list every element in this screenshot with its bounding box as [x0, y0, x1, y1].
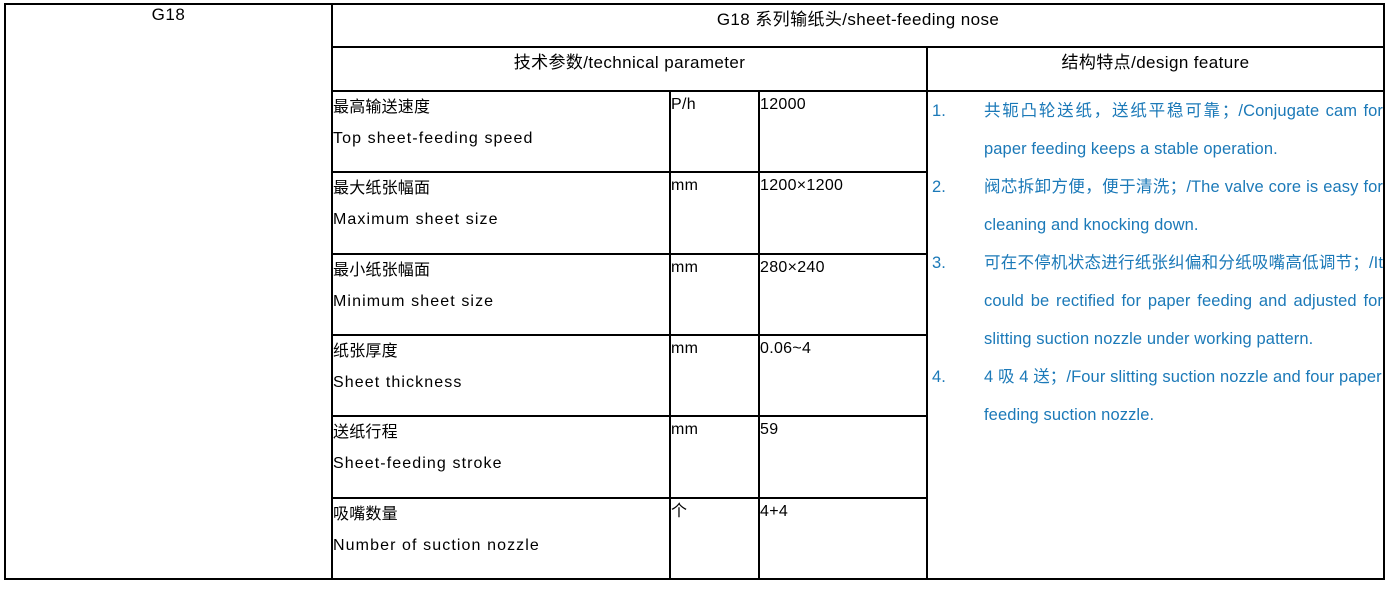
- table-row: 纸张厚度 Sheet thickness mm 0.06~4: [5, 333, 1384, 418]
- table-row: 最大纸张幅面 Maximum sheet size mm 1200×1200: [5, 171, 1384, 255]
- param-unit-cell: 个: [669, 496, 760, 581]
- header-design-feature: 结构特点/design feature: [925, 46, 1386, 92]
- param-name-en: Maximum sheet size: [333, 211, 499, 229]
- param-name-cn: 最大纸张幅面: [333, 180, 431, 198]
- design-feature-item: 阀芯拆卸方便，便于清洗；/The valve core is easy for …: [928, 168, 1383, 244]
- param-name-en: Sheet thickness: [333, 373, 463, 391]
- param-name-cell: 最高输送速度 Top sheet-feeding speed: [331, 89, 671, 174]
- table-row: 最小纸张幅面 Minimum sheet size mm 280×240: [5, 252, 1384, 336]
- param-name-cn: 最高输送速度: [333, 99, 431, 116]
- param-name-cell: 吸嘴数量 Number of suction nozzle: [331, 496, 671, 581]
- table-header-row-sub: 技术参数/technical parameter 结构特点/design fea…: [5, 46, 1386, 92]
- design-feature-text: 4 吸 4 送；/Four slitting suction nozzle an…: [984, 368, 1382, 424]
- param-unit-cell: mm: [669, 333, 760, 418]
- param-value-cell: 59: [758, 415, 928, 499]
- param-name-en: Top sheet-feeding speed: [333, 130, 534, 147]
- design-feature-item: 共轭凸轮送纸，送纸平稳可靠；/Conjugate cam for paper f…: [928, 92, 1383, 168]
- param-unit-cell: mm: [669, 252, 760, 336]
- param-name-cn: 吸嘴数量: [333, 505, 398, 523]
- param-unit-cell: P/h: [669, 89, 760, 174]
- design-feature-item: 可在不停机状态进行纸张纠偏和分纸吸嘴高低调节；/It could be rect…: [928, 244, 1383, 358]
- header-series-title: G18 系列输纸头/sheet-feeding nose: [330, 3, 1386, 48]
- param-value-cell: 0.06~4: [758, 333, 928, 418]
- design-feature-cell: 共轭凸轮送纸，送纸平稳可靠；/Conjugate cam for paper f…: [925, 90, 1386, 580]
- param-name-en: Number of suction nozzle: [333, 536, 540, 554]
- param-name-cell: 最大纸张幅面 Maximum sheet size: [331, 171, 671, 255]
- model-cell: G18: [4, 3, 333, 580]
- param-name-cn: 最小纸张幅面: [333, 261, 431, 279]
- param-unit-cell: mm: [669, 415, 760, 499]
- design-feature-list: 共轭凸轮送纸，送纸平稳可靠；/Conjugate cam for paper f…: [928, 92, 1383, 434]
- param-name-cell: 纸张厚度 Sheet thickness: [331, 333, 671, 418]
- param-name-en: Sheet-feeding stroke: [333, 455, 503, 473]
- table-row: 送纸行程 Sheet-feeding stroke mm 59: [5, 415, 1384, 499]
- design-feature-item: 4 吸 4 送；/Four slitting suction nozzle an…: [928, 358, 1383, 434]
- param-name-cn: 送纸行程: [333, 424, 398, 442]
- specification-table: G18 G18 系列输纸头/sheet-feeding nose 技术参数/te…: [4, 3, 1386, 581]
- param-name-en: Minimum sheet size: [333, 292, 495, 310]
- table-header-row-main: G18 G18 系列输纸头/sheet-feeding nose: [4, 3, 1386, 580]
- table-row: 最高输送速度 Top sheet-feeding speed P/h 12000…: [5, 89, 1386, 580]
- design-feature-text: 阀芯拆卸方便，便于清洗；/The valve core is easy for …: [984, 178, 1384, 234]
- param-name-cell: 最小纸张幅面 Minimum sheet size: [331, 252, 671, 336]
- design-feature-text: 共轭凸轮送纸，送纸平稳可靠；/Conjugate cam for paper f…: [984, 102, 1384, 158]
- param-name-cn: 纸张厚度: [333, 342, 398, 360]
- design-feature-text: 可在不停机状态进行纸张纠偏和分纸吸嘴高低调节；/It could be rect…: [984, 254, 1384, 348]
- param-value-cell: 280×240: [758, 252, 928, 336]
- header-technical-parameter: 技术参数/technical parameter: [331, 46, 928, 92]
- param-value-cell: 1200×1200: [758, 171, 928, 255]
- param-value-cell: 4+4: [758, 496, 928, 581]
- table-row: 吸嘴数量 Number of suction nozzle 个 4+4: [5, 496, 1384, 581]
- param-name-cell: 送纸行程 Sheet-feeding stroke: [331, 415, 671, 499]
- param-unit-cell: mm: [669, 171, 760, 255]
- param-value-cell: 12000: [758, 89, 928, 174]
